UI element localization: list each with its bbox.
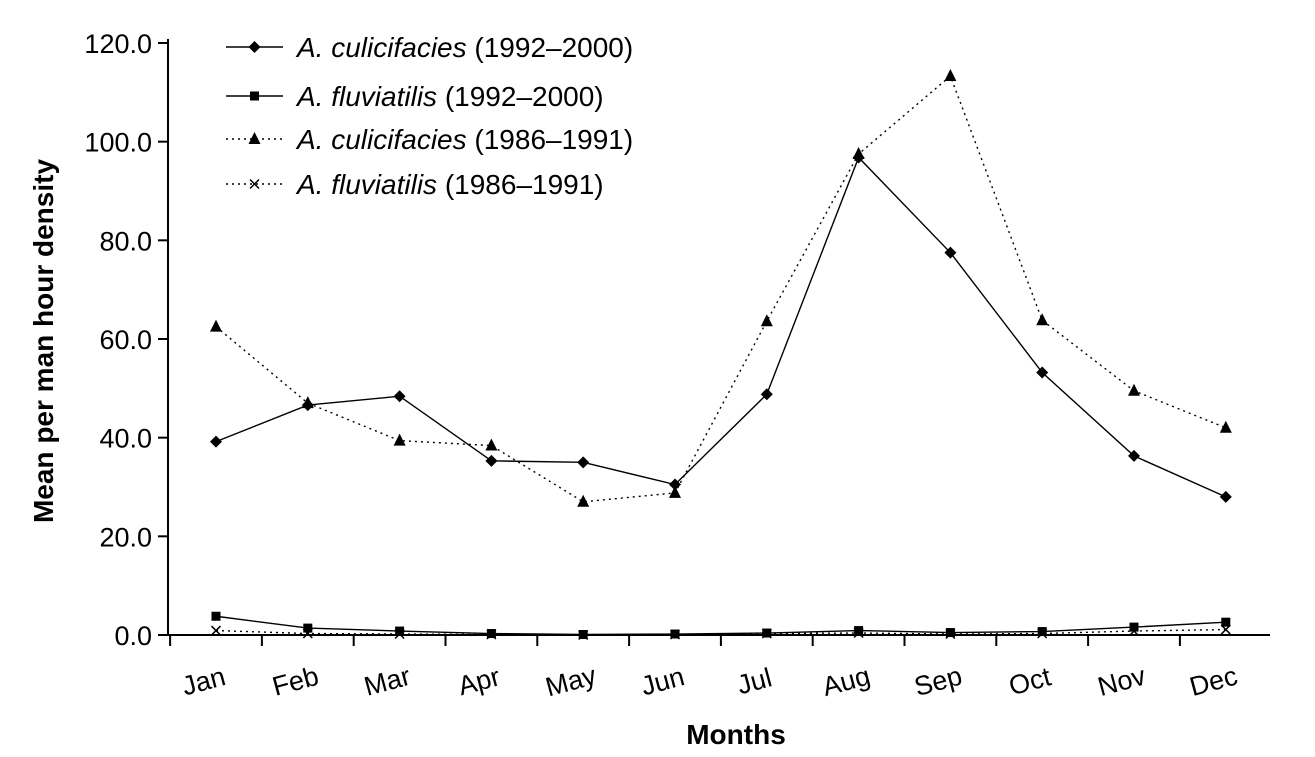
series-2-point bbox=[395, 626, 405, 636]
series-3-point bbox=[1036, 313, 1049, 326]
legend-species: A. fluviatilis bbox=[295, 169, 437, 200]
series-2-point bbox=[211, 611, 221, 621]
legend-item-4: A. fluviatilis (1986–1991) bbox=[226, 169, 604, 200]
x-axis-title: Months bbox=[686, 719, 786, 750]
x-marker-stroke bbox=[210, 625, 222, 636]
series-1-point bbox=[1128, 449, 1140, 462]
series-1-point bbox=[301, 399, 314, 412]
series-2-point bbox=[1129, 622, 1139, 632]
legend-item-1: A. culicifacies (1992–2000) bbox=[226, 32, 633, 63]
x-marker-stroke bbox=[249, 178, 260, 190]
series-3-point bbox=[944, 69, 957, 82]
series-3-line bbox=[215, 74, 1227, 503]
legend-label: A. fluviatilis (1986–1991) bbox=[295, 169, 604, 200]
y-tick-label: 20.0 bbox=[99, 522, 152, 552]
series-2-point bbox=[1221, 617, 1231, 627]
series-1-point bbox=[944, 246, 957, 259]
x-tick-label: Aug bbox=[819, 661, 873, 702]
plot-area bbox=[210, 69, 1232, 641]
legend-marker bbox=[250, 91, 259, 101]
series-2-point bbox=[762, 628, 772, 638]
axes: 0.0 20.0 40.0 60.0 80.0 100.0 120.0 Jan Feb Mar Ap… bbox=[84, 29, 1270, 702]
series-4-point bbox=[210, 625, 222, 636]
x-tick-label: Oct bbox=[1006, 661, 1055, 701]
y-tick-label: 40.0 bbox=[99, 424, 152, 454]
x-tick-label: Dec bbox=[1186, 661, 1240, 702]
series-3-point bbox=[485, 438, 498, 451]
series-1-point bbox=[210, 435, 222, 448]
series-3-point bbox=[669, 485, 681, 498]
y-tick-label: 80.0 bbox=[99, 226, 152, 256]
series-2-line bbox=[215, 615, 1226, 636]
series-3-point bbox=[210, 319, 222, 332]
legend-marker bbox=[248, 132, 261, 144]
legend-item-2: A. fluviatilis (1992–2000) bbox=[226, 81, 604, 112]
legend-period: (1986–1991) bbox=[437, 169, 604, 200]
legend-marker bbox=[248, 41, 261, 53]
series-1-point bbox=[1219, 490, 1232, 503]
y-tick-label: 120.0 bbox=[84, 29, 152, 59]
x-tick-label: Jan bbox=[179, 661, 229, 701]
series-1-point bbox=[485, 454, 498, 467]
x-tick-label: Sep bbox=[911, 661, 965, 702]
y-tick-label: 100.0 bbox=[84, 128, 152, 158]
series-2-point bbox=[303, 623, 313, 633]
legend-marker bbox=[249, 178, 260, 190]
legend-period: (1992–2000) bbox=[467, 32, 634, 63]
series-2-point bbox=[578, 630, 588, 640]
legend-item-3: A. culicifacies (1986–1991) bbox=[226, 124, 633, 155]
series-1-point bbox=[760, 388, 773, 401]
x-tick-label: Jun bbox=[638, 661, 688, 701]
legend-label: A. fluviatilis (1992–2000) bbox=[295, 81, 604, 112]
x-tick-label: May bbox=[542, 660, 600, 702]
series-2-point bbox=[486, 629, 496, 639]
series-1-point bbox=[393, 390, 406, 403]
series-2-point bbox=[854, 626, 864, 636]
y-axis-title: Mean per man hour density bbox=[28, 159, 59, 523]
series-2-point bbox=[945, 628, 955, 638]
series-1-point bbox=[1036, 366, 1049, 379]
x-tick-label: Mar bbox=[361, 661, 414, 702]
legend-species: A. fluviatilis bbox=[295, 81, 437, 112]
x-tick-label: Apr bbox=[455, 661, 503, 701]
series-3-point bbox=[1219, 420, 1232, 433]
series-3-point bbox=[577, 494, 590, 507]
series-3-point bbox=[760, 314, 773, 327]
legend-species: A. culicifacies bbox=[295, 32, 467, 63]
series-1-point bbox=[852, 151, 865, 164]
x-tick-label: Jul bbox=[734, 662, 775, 700]
series-3-point bbox=[393, 433, 406, 446]
x-tick-label: Nov bbox=[1095, 660, 1150, 702]
series-1-point bbox=[577, 456, 590, 469]
legend-period: (1992–2000) bbox=[437, 81, 604, 112]
series-1-point bbox=[669, 478, 681, 491]
legend-label: A. culicifacies (1992–2000) bbox=[295, 32, 633, 63]
series-3-point bbox=[1128, 383, 1140, 396]
legend-period: (1986–1991) bbox=[467, 124, 634, 155]
series-2-point bbox=[670, 629, 680, 639]
y-tick-label: 0.0 bbox=[114, 621, 152, 651]
legend-label: A. culicifacies (1986–1991) bbox=[295, 124, 633, 155]
legend-species: A. culicifacies bbox=[295, 124, 467, 155]
y-tick-label: 60.0 bbox=[99, 325, 152, 355]
x-tick-label: Feb bbox=[269, 661, 322, 702]
series-1-line bbox=[215, 156, 1227, 498]
legend: A. culicifacies (1992–2000)A. fluviatili… bbox=[226, 32, 633, 200]
series-2-point bbox=[1037, 627, 1047, 637]
